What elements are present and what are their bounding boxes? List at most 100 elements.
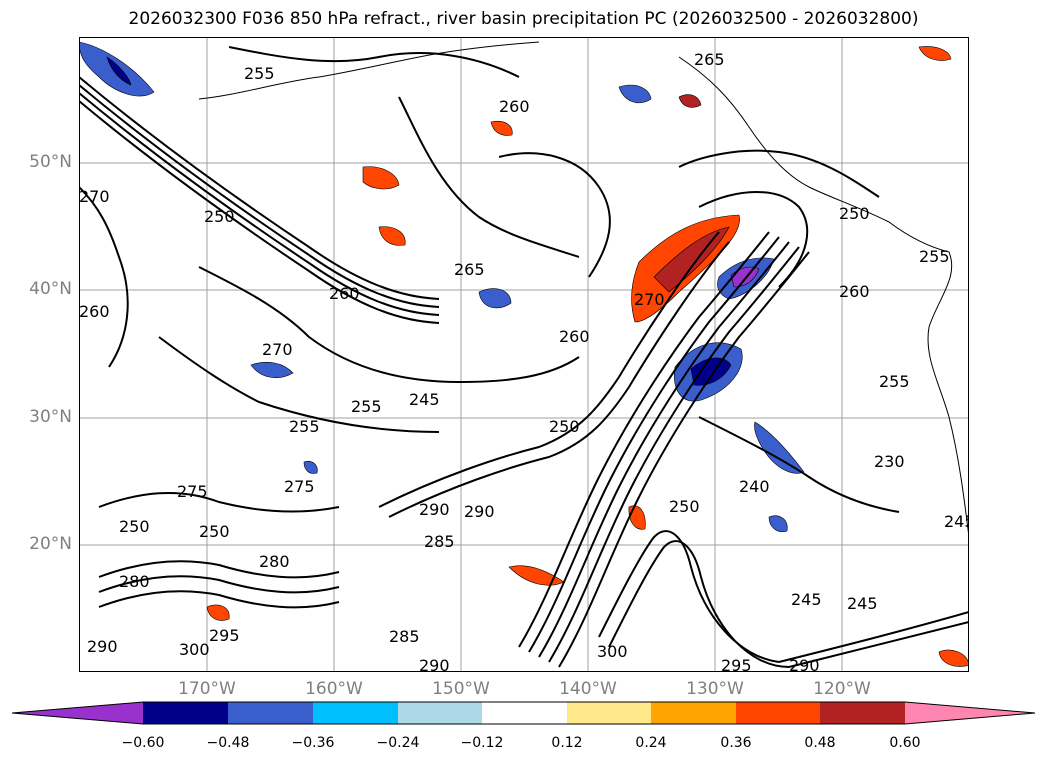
contour-label: 260	[499, 97, 530, 116]
contour-label: 270	[79, 187, 110, 206]
precip-area-positive	[628, 505, 646, 530]
contour-label: 290	[419, 656, 450, 672]
colorbar-tick: −0.36	[291, 735, 335, 751]
contour-line	[79, 76, 440, 300]
contour-line	[228, 46, 520, 78]
lon-label-150w: 150°W	[432, 679, 490, 699]
precip-area-positive	[490, 120, 513, 136]
contour-line	[538, 241, 790, 658]
contour-label: 290	[87, 637, 118, 656]
contour-line	[378, 231, 720, 508]
coastlines	[198, 41, 969, 538]
contour-label: 250	[839, 204, 870, 223]
contour-label: 240	[739, 477, 770, 496]
north-america-coast	[678, 56, 969, 538]
map-panel[interactable]: 255 265 260 250 250 270 260 265 250 260 …	[79, 37, 969, 672]
lat-label-30n: 30°N	[29, 407, 72, 427]
precip-area-negative	[754, 421, 805, 474]
contour-label: 290	[464, 502, 495, 521]
contour-line	[698, 191, 809, 288]
colorbar-extend-low	[12, 702, 143, 724]
map-svg: 255 265 260 250 250 270 260 265 250 260 …	[79, 37, 969, 672]
colorbar	[11, 701, 1036, 725]
colorbar-tick: −0.48	[206, 735, 250, 751]
contour-label: 260	[329, 284, 360, 303]
colorbar-tick: 0.60	[889, 735, 921, 751]
colorbar-tick: 0.24	[635, 735, 667, 751]
map-border	[79, 37, 969, 672]
contour-label: 250	[119, 517, 150, 536]
contour-line	[558, 251, 810, 668]
contour-line	[79, 100, 440, 324]
colorbar-segment	[482, 702, 567, 724]
contour-label: 275	[177, 482, 208, 501]
lon-label-130w: 130°W	[686, 679, 744, 699]
contour-label: 300	[597, 642, 628, 661]
contour-label: 245	[409, 390, 440, 409]
contour-line	[79, 186, 129, 368]
contour-label: 260	[79, 302, 110, 321]
contour-label: 270	[634, 290, 665, 309]
colorbar-tick: −0.60	[121, 735, 165, 751]
precip-shading	[79, 41, 969, 667]
contour-label: 255	[289, 417, 320, 436]
contour-label: 290	[419, 500, 450, 519]
precip-area-negative	[303, 460, 318, 474]
contour-line	[518, 231, 770, 648]
refractivity-contours	[79, 46, 969, 668]
contour-line	[528, 236, 780, 653]
contour-label: 280	[119, 572, 150, 591]
contour-line	[158, 336, 440, 433]
colorbar-outline	[11, 701, 1036, 725]
colorbar-segment	[820, 702, 905, 724]
precip-area-positive	[206, 604, 230, 621]
contour-line	[678, 149, 880, 198]
contour-label: 265	[694, 50, 725, 69]
colorbar-segment	[736, 702, 820, 724]
colorbar-tick: 0.12	[551, 735, 583, 751]
contour-line	[778, 611, 969, 663]
precip-area-positive	[362, 166, 400, 190]
lon-label-160w: 160°W	[305, 679, 363, 699]
colorbar-segment	[143, 702, 228, 724]
lat-label-20n: 20°N	[29, 534, 72, 554]
contour-label: 245	[791, 590, 822, 609]
contour-label: 245	[847, 594, 878, 613]
lon-label-140w: 140°W	[559, 679, 617, 699]
contour-line	[198, 266, 580, 384]
precip-area-negative	[106, 56, 132, 86]
colorbar-tick: −0.12	[460, 735, 504, 751]
colorbar-tick: 0.36	[720, 735, 752, 751]
contour-line	[79, 84, 440, 308]
contour-label: 250	[204, 207, 235, 226]
contour-label: 265	[454, 260, 485, 279]
contour-label: 250	[549, 417, 580, 436]
colorbar-tick: 0.48	[804, 735, 836, 751]
precip-area-negative	[690, 357, 732, 386]
contour-label: 255	[351, 397, 382, 416]
contour-label: 275	[284, 477, 315, 496]
contour-label: 260	[839, 282, 870, 301]
contour-label: 280	[259, 552, 290, 571]
contour-line	[79, 92, 440, 316]
aleutian-coast	[198, 41, 540, 100]
precip-area-negative	[250, 361, 294, 378]
contour-label: 285	[424, 532, 455, 551]
precip-area-positive	[678, 94, 702, 108]
contour-label: 300	[179, 640, 210, 659]
contour-line	[698, 416, 900, 513]
lon-label-120w: 120°W	[813, 679, 871, 699]
contour-line	[98, 560, 340, 579]
contour-line	[388, 241, 730, 518]
contour-label: 230	[874, 452, 905, 471]
precip-area-negative	[768, 515, 788, 532]
contour-label: 270	[262, 340, 293, 359]
contour-label: 255	[879, 372, 910, 391]
contour-label: 245	[944, 512, 969, 531]
contour-label: 295	[209, 626, 240, 645]
contour-line	[498, 152, 611, 278]
precip-area-positive	[918, 46, 952, 61]
contour-label: 250	[199, 522, 230, 541]
precip-area-positive	[938, 649, 969, 667]
contour-line	[98, 590, 340, 609]
